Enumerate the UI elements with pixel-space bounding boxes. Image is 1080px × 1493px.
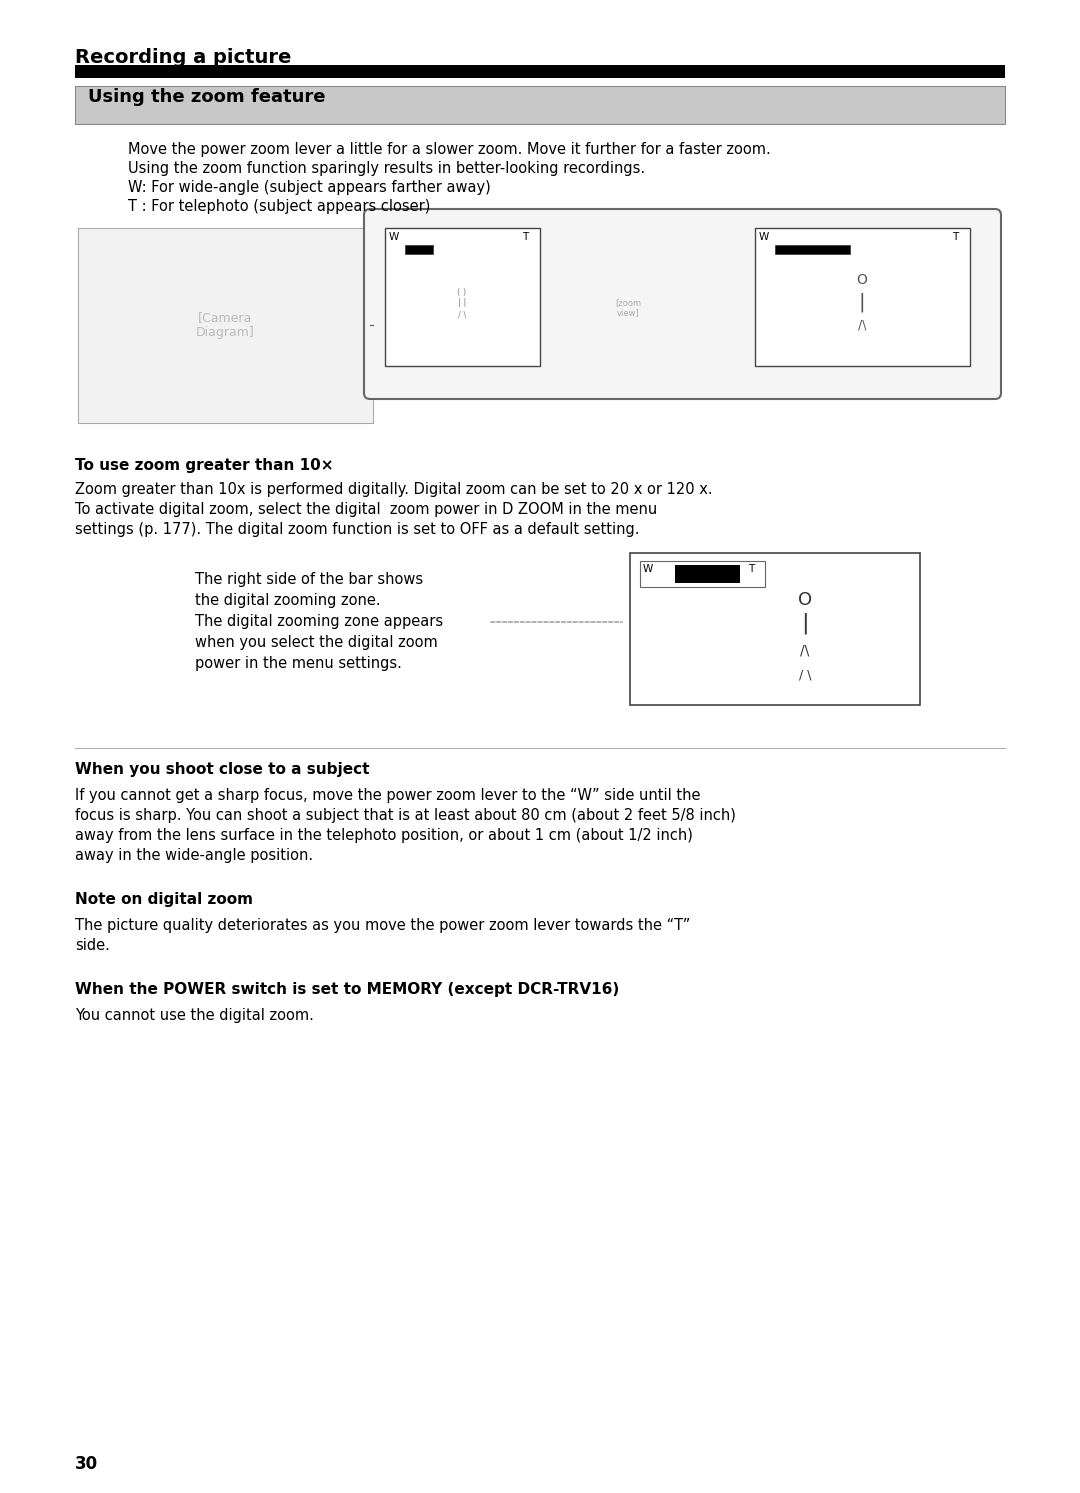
- Text: Recording a picture: Recording a picture: [75, 48, 292, 67]
- Text: /\: /\: [800, 643, 810, 657]
- Bar: [675, 564, 740, 582]
- Text: W: W: [643, 564, 653, 573]
- Text: 30: 30: [75, 1456, 98, 1474]
- Bar: [78, 228, 373, 423]
- Text: [Camera
Diagram]: [Camera Diagram]: [195, 311, 255, 339]
- Text: |: |: [801, 614, 809, 635]
- Text: when you select the digital zoom: when you select the digital zoom: [195, 635, 437, 649]
- Text: / \: / \: [458, 311, 467, 320]
- Text: To use zoom greater than 10×: To use zoom greater than 10×: [75, 458, 334, 473]
- Bar: [775, 245, 850, 254]
- Text: side.: side.: [75, 938, 110, 953]
- Text: When the POWER switch is set to MEMORY (except DCR-TRV16): When the POWER switch is set to MEMORY (…: [75, 982, 619, 997]
- Bar: [640, 561, 765, 587]
- Bar: [384, 228, 540, 366]
- Text: T: T: [522, 231, 528, 242]
- Text: W: For wide-angle (subject appears farther away): W: For wide-angle (subject appears farth…: [129, 181, 490, 196]
- Text: focus is sharp. You can shoot a subject that is at least about 80 cm (about 2 fe: focus is sharp. You can shoot a subject …: [75, 808, 735, 823]
- Text: ( ): ( ): [458, 288, 467, 297]
- Text: / \: / \: [799, 667, 811, 681]
- Text: The right side of the bar shows: The right side of the bar shows: [195, 572, 423, 587]
- Bar: [75, 87, 1005, 124]
- Bar: [405, 245, 433, 254]
- Bar: [630, 552, 920, 705]
- Text: The picture quality deteriorates as you move the power zoom lever towards the “T: The picture quality deteriorates as you …: [75, 918, 690, 933]
- Text: O: O: [856, 273, 867, 287]
- Text: W: W: [389, 231, 400, 242]
- FancyBboxPatch shape: [364, 209, 1001, 399]
- Bar: [755, 228, 970, 366]
- Text: |: |: [859, 293, 865, 312]
- Text: When you shoot close to a subject: When you shoot close to a subject: [75, 761, 369, 776]
- Text: away in the wide-angle position.: away in the wide-angle position.: [75, 848, 313, 863]
- Text: T : For telephoto (subject appears closer): T : For telephoto (subject appears close…: [129, 199, 430, 213]
- Text: /\: /\: [858, 318, 866, 331]
- Text: Move the power zoom lever a little for a slower zoom. Move it further for a fast: Move the power zoom lever a little for a…: [129, 142, 771, 157]
- Text: W: W: [759, 231, 769, 242]
- Text: To activate digital zoom, select the digital  zoom power in D ZOOM in the menu: To activate digital zoom, select the dig…: [75, 502, 658, 517]
- Text: Using the zoom function sparingly results in better-looking recordings.: Using the zoom function sparingly result…: [129, 161, 645, 176]
- Text: Note on digital zoom: Note on digital zoom: [75, 891, 253, 908]
- Text: | |: | |: [458, 299, 467, 308]
- Text: O: O: [798, 591, 812, 609]
- Text: [zoom
view]: [zoom view]: [615, 299, 642, 318]
- Text: T: T: [748, 564, 754, 573]
- Text: settings (p. 177). The digital zoom function is set to OFF as a default setting.: settings (p. 177). The digital zoom func…: [75, 523, 639, 537]
- Text: the digital zooming zone.: the digital zooming zone.: [195, 593, 380, 608]
- Text: The digital zooming zone appears: The digital zooming zone appears: [195, 614, 443, 629]
- Text: T: T: [951, 231, 958, 242]
- Text: You cannot use the digital zoom.: You cannot use the digital zoom.: [75, 1008, 314, 1023]
- Text: power in the menu settings.: power in the menu settings.: [195, 655, 402, 670]
- Text: If you cannot get a sharp focus, move the power zoom lever to the “W” side until: If you cannot get a sharp focus, move th…: [75, 788, 701, 803]
- Text: away from the lens surface in the telephoto position, or about 1 cm (about 1/2 i: away from the lens surface in the teleph…: [75, 829, 693, 844]
- Bar: [75, 66, 1005, 78]
- Text: Using the zoom feature: Using the zoom feature: [87, 88, 325, 106]
- Text: Zoom greater than 10x is performed digitally. Digital zoom can be set to 20 x or: Zoom greater than 10x is performed digit…: [75, 482, 713, 497]
